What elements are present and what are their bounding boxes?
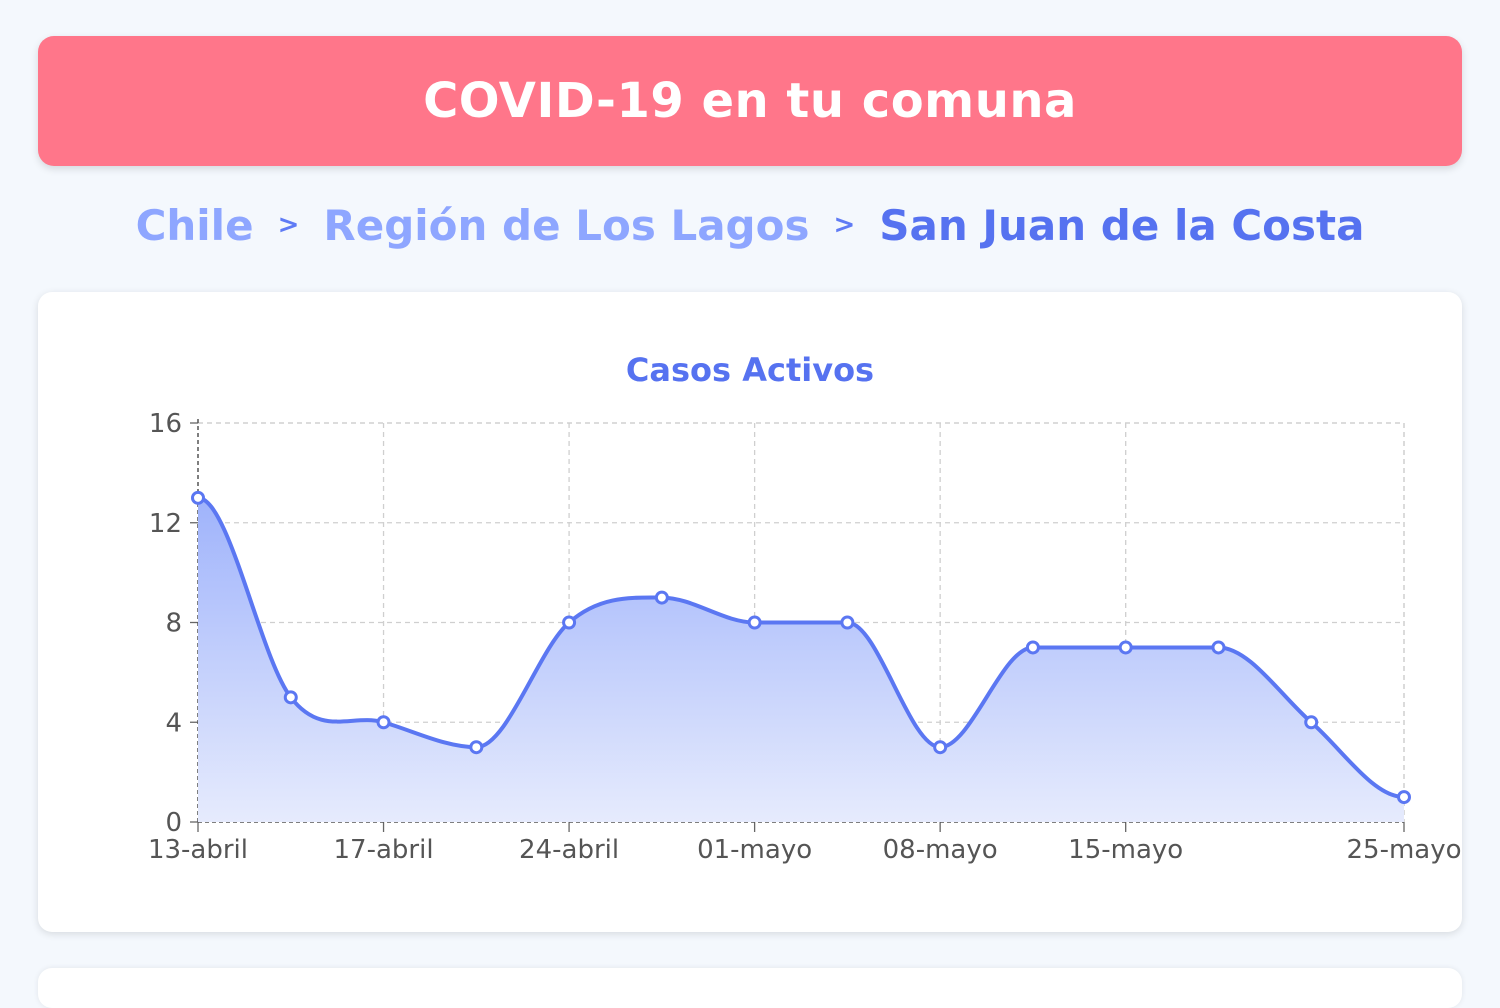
breadcrumb: Chile > Región de Los Lagos > San Juan d… — [0, 195, 1500, 255]
data-point — [840, 615, 855, 630]
data-point — [191, 490, 205, 505]
y-tick-label: 4 — [165, 708, 182, 738]
breadcrumb-item-region[interactable]: Región de Los Lagos — [323, 200, 810, 250]
data-point — [1397, 790, 1411, 805]
y-tick-label: 0 — [165, 808, 182, 838]
chart-card: Casos Activos 0 4 8 12 16 13-abril 17-abril 24-a… — [38, 292, 1462, 932]
x-tick-label: 24-abril — [519, 835, 619, 865]
series-area — [198, 497, 1404, 822]
x-tick-label: 15-mayo — [1068, 835, 1183, 865]
active-cases-chart: Casos Activos 0 4 8 12 16 13-abril 17-abril 24-a… — [148, 351, 1462, 865]
next-card — [38, 968, 1462, 1008]
y-tick-label: 16 — [149, 409, 182, 439]
data-point — [562, 615, 577, 630]
data-point — [283, 690, 298, 705]
x-tick-label: 25-mayo — [1346, 835, 1461, 865]
data-point — [1025, 640, 1040, 655]
data-point — [747, 615, 762, 630]
data-point — [469, 740, 484, 755]
chart-title: Casos Activos — [626, 351, 874, 389]
breadcrumb-separator-icon: > — [833, 210, 856, 240]
data-point — [1118, 640, 1133, 655]
data-point — [376, 715, 391, 730]
page-title: COVID-19 en tu comuna — [423, 73, 1077, 129]
data-point — [1304, 715, 1319, 730]
y-tick-label: 8 — [165, 609, 182, 639]
y-tick-label: 12 — [149, 509, 182, 539]
x-tick-label: 01-mayo — [697, 835, 812, 865]
breadcrumb-item-commune: San Juan de la Costa — [879, 200, 1365, 250]
data-point — [933, 740, 948, 755]
data-point — [1211, 640, 1226, 655]
x-tick-label: 17-abril — [334, 835, 434, 865]
data-point — [654, 590, 669, 605]
x-tick-label: 08-mayo — [883, 835, 998, 865]
breadcrumb-separator-icon: > — [277, 210, 300, 240]
x-tick-label: 13-abril — [148, 835, 248, 865]
breadcrumb-item-country[interactable]: Chile — [135, 200, 254, 250]
app-header: COVID-19 en tu comuna — [38, 36, 1462, 166]
